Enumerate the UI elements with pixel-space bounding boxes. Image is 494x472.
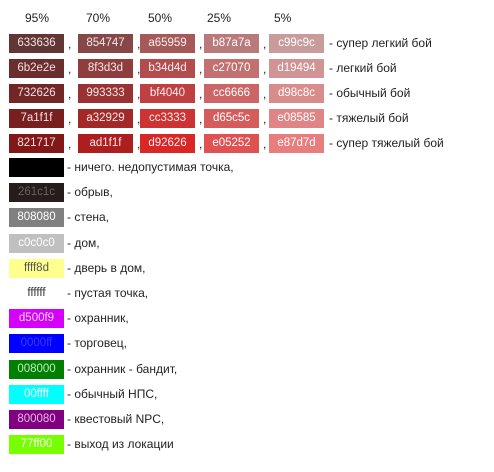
comma-separator: , [137,137,141,151]
comma-separator: , [68,112,72,126]
legend-swatch: ffff8d [9,259,64,278]
comma-separator: , [137,87,141,101]
row-label: - обычный бой [329,86,411,100]
color-swatch: ad1f1f [78,134,133,153]
color-swatch: 8f3d3d [78,59,133,78]
color-swatch: d92626 [140,134,195,153]
color-swatch: 6b2e2e [9,59,64,78]
legend-label: - квестовый NPC, [67,412,165,426]
comma-separator: , [68,87,72,101]
color-swatch: b34d4d [140,59,195,78]
comma-separator: , [68,62,72,76]
legend-swatch: 008000 [9,360,64,379]
row-label: - тяжелый бой [329,111,409,125]
color-swatch: 821717 [9,134,64,153]
color-swatch: b87a7a [204,34,259,53]
legend-label: - обрыв, [67,185,113,199]
legend-label: - охранник, [67,311,129,325]
comma-separator: , [68,37,72,51]
color-swatch: 633636 [9,34,64,53]
color-swatch: e87d7d [269,134,324,153]
comma-separator: , [199,137,203,151]
color-swatch: 854747 [78,34,133,53]
color-swatch: e05252 [204,134,259,153]
comma-separator: , [199,112,203,126]
color-swatch: cc3333 [140,109,195,128]
comma-separator: , [199,87,203,101]
comma-separator: , [263,87,267,101]
comma-separator: , [263,37,267,51]
column-header: 50% [148,11,173,25]
comma-separator: , [199,37,203,51]
color-swatch: 7a1f1f [9,109,64,128]
legend-swatch: ffffff [9,284,64,303]
color-swatch: bf4040 [140,84,195,103]
legend-swatch: c0c0c0 [9,234,64,253]
legend-swatch: 800080 [9,410,64,429]
comma-separator: , [137,112,141,126]
comma-separator: , [263,137,267,151]
color-swatch: a32929 [78,109,133,128]
color-swatch: 732626 [9,84,64,103]
column-header: 25% [207,11,232,25]
comma-separator: , [263,112,267,126]
column-header: 95% [25,11,50,25]
legend-swatch: 0000ff [9,334,64,353]
legend-label: - торговец, [67,336,127,350]
comma-separator: , [137,62,141,76]
row-label: - супер легкий бой [329,36,432,50]
legend-label: - пустая точка, [67,286,149,300]
color-swatch: c27070 [204,59,259,78]
legend-label: - дверь в дом, [67,261,146,275]
color-swatch: 993333 [78,84,133,103]
legend-label: - обычный НПС, [67,387,158,401]
legend-swatch: 808080 [9,208,64,227]
legend-label: - дом, [67,236,100,250]
legend-swatch: d500f9 [9,309,64,328]
color-swatch: d98c8c [269,84,324,103]
comma-separator: , [137,37,141,51]
column-header: 70% [86,11,111,25]
color-swatch: e08585 [269,109,324,128]
row-label: - супер тяжелый бой [329,136,444,150]
color-swatch: a65959 [140,34,195,53]
color-swatch: cc6666 [204,84,259,103]
color-swatch: c99c9c [269,34,324,53]
legend-swatch: 000000 [9,158,64,177]
color-swatch: d19494 [269,59,324,78]
row-label: - легкий бой [329,61,397,75]
legend-swatch: 77ff00 [9,435,64,454]
legend-swatch: 261c1c [9,183,64,202]
color-swatch: d65c5c [204,109,259,128]
column-header: 5% [274,11,292,25]
legend-swatch: 00ffff [9,385,64,404]
legend-label: - ничего. недопустимая точка, [67,160,234,174]
legend-label: - выход из локации [67,437,174,451]
comma-separator: , [263,62,267,76]
legend-label: - стена, [67,210,109,224]
comma-separator: , [199,62,203,76]
comma-separator: , [68,137,72,151]
legend-label: - охранник - бандит, [67,362,178,376]
